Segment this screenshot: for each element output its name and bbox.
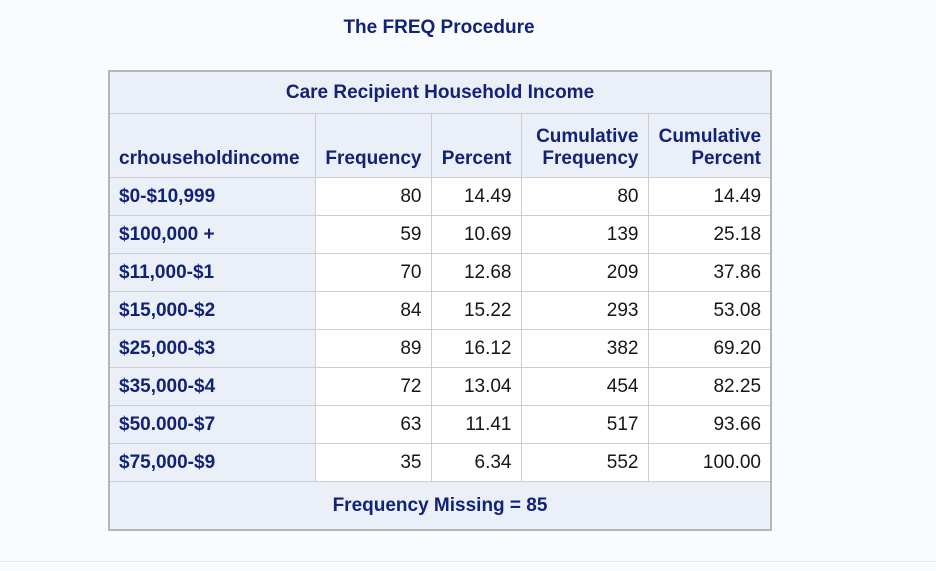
row-label: $35,000-$4: [108, 367, 316, 406]
cell-cumulative-percent: 93.66: [647, 405, 772, 444]
cell-percent: 6.34: [430, 443, 522, 482]
window-bottom-edge: [0, 561, 936, 562]
cell-cumulative-frequency: 454: [520, 367, 649, 406]
cell-cumulative-percent: 25.18: [647, 215, 772, 254]
table-caption-row: Care Recipient Household Income: [108, 70, 772, 114]
column-header-frequency: Frequency: [314, 113, 432, 178]
cell-cumulative-percent: 69.20: [647, 329, 772, 368]
table-row: $0-$10,999 80 14.49 80 14.49: [108, 177, 772, 216]
table-caption: Care Recipient Household Income: [108, 70, 772, 114]
cell-percent: 14.49: [430, 177, 522, 216]
frequency-missing-note: Frequency Missing = 85: [108, 481, 772, 531]
table-row: $100,000 + 59 10.69 139 25.18: [108, 215, 772, 254]
cell-percent: 10.69: [430, 215, 522, 254]
column-header-cumulative-frequency: Cumulative Frequency: [520, 113, 649, 178]
cell-cumulative-frequency: 139: [520, 215, 649, 254]
cell-cumulative-percent: 53.08: [647, 291, 772, 330]
cell-cumulative-frequency: 382: [520, 329, 649, 368]
cell-frequency: 35: [314, 443, 432, 482]
table-row: $25,000-$3 89 16.12 382 69.20: [108, 329, 772, 368]
freq-table: Care Recipient Household Income crhouseh…: [108, 70, 773, 531]
cell-cumulative-percent: 82.25: [647, 367, 772, 406]
row-label: $11,000-$1: [108, 253, 316, 292]
cell-frequency: 59: [314, 215, 432, 254]
cell-cumulative-percent: 14.49: [647, 177, 772, 216]
row-label: $0-$10,999: [108, 177, 316, 216]
cell-frequency: 63: [314, 405, 432, 444]
table-row: $75,000-$9 35 6.34 552 100.00: [108, 443, 772, 482]
table-row: $11,000-$1 70 12.68 209 37.86: [108, 253, 772, 292]
cell-cumulative-frequency: 293: [520, 291, 649, 330]
cell-cumulative-frequency: 209: [520, 253, 649, 292]
table-row: $50.000-$7 63 11.41 517 93.66: [108, 405, 772, 444]
table-footer-row: Frequency Missing = 85: [108, 481, 772, 531]
cell-cumulative-frequency: 517: [520, 405, 649, 444]
column-header-percent: Percent: [430, 113, 522, 178]
cell-percent: 16.12: [430, 329, 522, 368]
row-label: $50.000-$7: [108, 405, 316, 444]
table-row: $15,000-$2 84 15.22 293 53.08: [108, 291, 772, 330]
cell-frequency: 72: [314, 367, 432, 406]
cell-percent: 11.41: [430, 405, 522, 444]
cell-frequency: 80: [314, 177, 432, 216]
cell-percent: 15.22: [430, 291, 522, 330]
cell-cumulative-frequency: 552: [520, 443, 649, 482]
cell-frequency: 89: [314, 329, 432, 368]
cell-frequency: 70: [314, 253, 432, 292]
cell-cumulative-percent: 100.00: [647, 443, 772, 482]
table-header-row: crhouseholdincome Frequency Percent Cumu…: [108, 113, 772, 178]
freq-procedure-report: The FREQ Procedure Care Recipient Househ…: [108, 0, 773, 531]
row-label: $75,000-$9: [108, 443, 316, 482]
cell-percent: 12.68: [430, 253, 522, 292]
row-label: $100,000 +: [108, 215, 316, 254]
column-header-crhouseholdincome: crhouseholdincome: [108, 113, 316, 178]
row-label: $25,000-$3: [108, 329, 316, 368]
table-row: $35,000-$4 72 13.04 454 82.25: [108, 367, 772, 406]
cell-percent: 13.04: [430, 367, 522, 406]
cell-cumulative-percent: 37.86: [647, 253, 772, 292]
row-label: $15,000-$2: [108, 291, 316, 330]
cell-frequency: 84: [314, 291, 432, 330]
column-header-cumulative-percent: Cumulative Percent: [647, 113, 772, 178]
cell-cumulative-frequency: 80: [520, 177, 649, 216]
page-title: The FREQ Procedure: [343, 17, 535, 38]
